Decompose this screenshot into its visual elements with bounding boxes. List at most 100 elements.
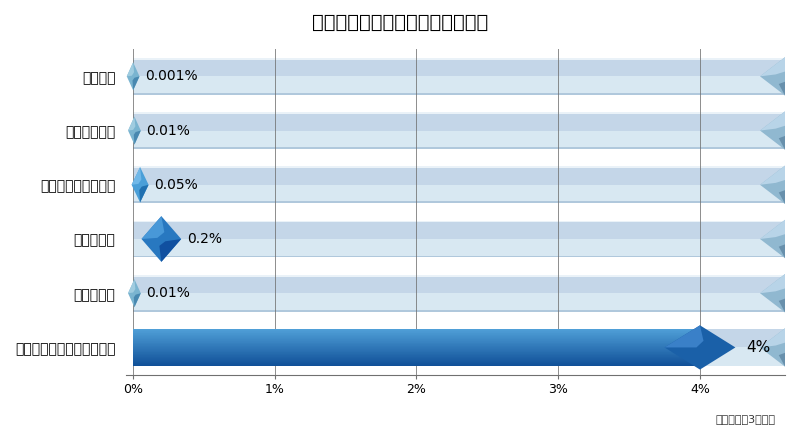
Polygon shape (128, 279, 135, 293)
Polygon shape (134, 293, 141, 307)
Polygon shape (760, 328, 788, 348)
Text: 0.05%: 0.05% (154, 178, 198, 192)
Polygon shape (778, 185, 800, 204)
FancyBboxPatch shape (133, 166, 785, 185)
Text: 0.001%: 0.001% (145, 69, 198, 83)
Polygon shape (760, 220, 788, 239)
FancyBboxPatch shape (133, 185, 785, 203)
Polygon shape (126, 62, 139, 90)
FancyBboxPatch shape (133, 131, 785, 149)
FancyBboxPatch shape (133, 93, 785, 95)
FancyBboxPatch shape (133, 349, 700, 350)
FancyBboxPatch shape (133, 147, 785, 149)
FancyBboxPatch shape (133, 344, 700, 345)
FancyBboxPatch shape (133, 310, 785, 312)
Polygon shape (665, 325, 703, 348)
FancyBboxPatch shape (133, 329, 785, 348)
FancyBboxPatch shape (133, 345, 700, 346)
FancyBboxPatch shape (133, 166, 785, 168)
FancyBboxPatch shape (133, 361, 700, 362)
Text: 平成３０年3月現在: 平成３０年3月現在 (716, 414, 776, 424)
Polygon shape (760, 111, 788, 131)
FancyBboxPatch shape (133, 337, 700, 338)
FancyBboxPatch shape (133, 365, 700, 366)
FancyBboxPatch shape (133, 348, 700, 349)
FancyBboxPatch shape (133, 343, 700, 344)
FancyBboxPatch shape (133, 332, 700, 333)
FancyBboxPatch shape (133, 76, 785, 95)
FancyBboxPatch shape (133, 275, 785, 293)
Polygon shape (778, 131, 800, 150)
Polygon shape (131, 167, 149, 202)
FancyBboxPatch shape (133, 339, 700, 340)
Polygon shape (760, 220, 800, 258)
Polygon shape (665, 325, 735, 369)
FancyBboxPatch shape (133, 333, 700, 334)
Polygon shape (760, 57, 788, 76)
FancyBboxPatch shape (133, 112, 785, 131)
Polygon shape (128, 116, 141, 145)
Text: 0.01%: 0.01% (146, 124, 190, 137)
FancyBboxPatch shape (133, 346, 700, 347)
FancyBboxPatch shape (133, 356, 700, 357)
Polygon shape (778, 293, 800, 312)
FancyBboxPatch shape (133, 336, 700, 337)
Polygon shape (142, 216, 164, 239)
FancyBboxPatch shape (133, 275, 785, 276)
Polygon shape (131, 167, 142, 185)
FancyBboxPatch shape (133, 334, 700, 335)
FancyBboxPatch shape (133, 350, 700, 351)
FancyBboxPatch shape (133, 202, 785, 203)
FancyBboxPatch shape (133, 220, 785, 223)
Text: 【主な金融商品の利回り比較表】: 【主な金融商品の利回り比較表】 (312, 13, 488, 32)
FancyBboxPatch shape (133, 348, 785, 366)
Polygon shape (126, 62, 134, 76)
Polygon shape (760, 166, 788, 185)
Polygon shape (159, 239, 181, 262)
FancyBboxPatch shape (133, 354, 700, 355)
Polygon shape (778, 239, 800, 258)
Polygon shape (778, 76, 800, 95)
Polygon shape (760, 166, 800, 204)
Polygon shape (133, 76, 139, 90)
Polygon shape (778, 348, 800, 367)
FancyBboxPatch shape (133, 351, 700, 352)
FancyBboxPatch shape (133, 338, 700, 339)
FancyBboxPatch shape (133, 360, 700, 361)
Polygon shape (139, 185, 149, 202)
Text: 4%: 4% (746, 340, 771, 355)
FancyBboxPatch shape (133, 364, 700, 365)
FancyBboxPatch shape (133, 362, 700, 363)
Polygon shape (760, 274, 800, 312)
Polygon shape (760, 274, 788, 293)
FancyBboxPatch shape (133, 335, 700, 336)
FancyBboxPatch shape (133, 342, 700, 343)
FancyBboxPatch shape (133, 330, 700, 331)
FancyBboxPatch shape (133, 293, 785, 312)
FancyBboxPatch shape (133, 363, 700, 364)
FancyBboxPatch shape (133, 341, 700, 342)
FancyBboxPatch shape (133, 357, 700, 358)
FancyBboxPatch shape (133, 355, 700, 356)
Polygon shape (760, 111, 800, 150)
Polygon shape (760, 328, 800, 367)
Polygon shape (128, 279, 141, 307)
FancyBboxPatch shape (133, 112, 785, 114)
FancyBboxPatch shape (133, 331, 700, 332)
FancyBboxPatch shape (133, 353, 700, 354)
FancyBboxPatch shape (133, 239, 785, 257)
Text: 0.2%: 0.2% (187, 232, 222, 246)
FancyBboxPatch shape (133, 58, 785, 60)
Polygon shape (134, 131, 141, 145)
FancyBboxPatch shape (133, 352, 700, 353)
Polygon shape (760, 57, 800, 95)
FancyBboxPatch shape (133, 340, 700, 341)
FancyBboxPatch shape (133, 220, 785, 239)
FancyBboxPatch shape (133, 256, 785, 257)
Polygon shape (128, 116, 135, 131)
FancyBboxPatch shape (133, 359, 700, 360)
FancyBboxPatch shape (133, 329, 700, 330)
FancyBboxPatch shape (133, 58, 785, 76)
Polygon shape (142, 216, 181, 262)
FancyBboxPatch shape (133, 358, 700, 359)
